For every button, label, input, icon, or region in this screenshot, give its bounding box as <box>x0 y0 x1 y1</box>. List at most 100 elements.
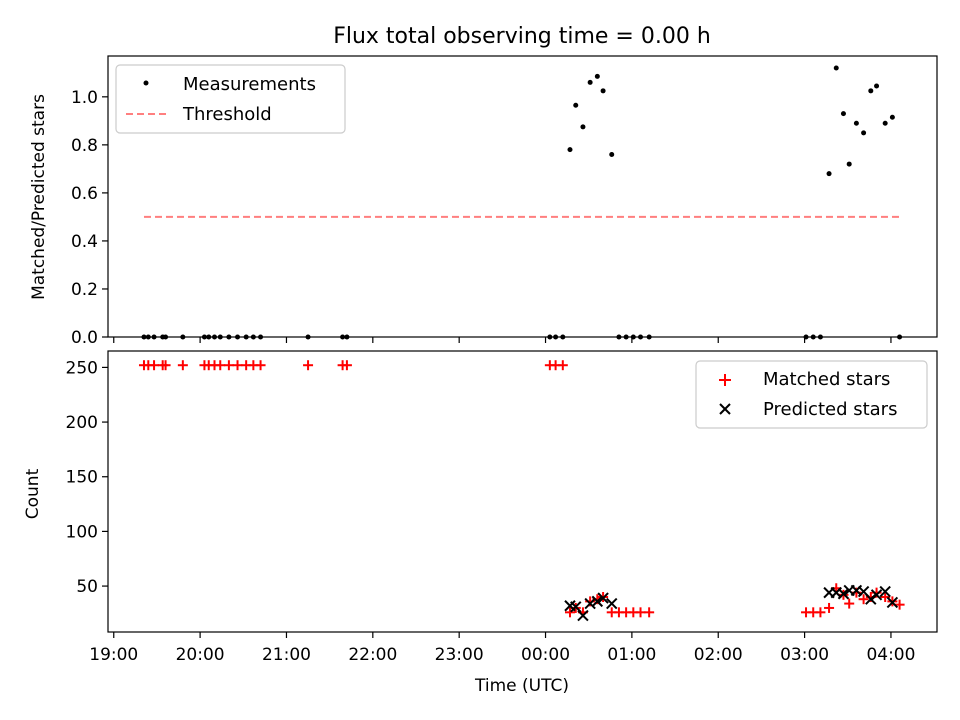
x-tick-label: 20:00 <box>176 645 225 665</box>
legend-threshold-label: Threshold <box>182 104 272 125</box>
matched-star-point <box>149 360 160 371</box>
x-tick-label: 22:00 <box>348 645 397 665</box>
y-tick-label: 50 <box>76 577 98 597</box>
y-tick-label: 0.2 <box>71 280 98 300</box>
counts-plot-frame <box>107 350 938 633</box>
x-stroke-b <box>837 588 850 600</box>
predicted-star-point <box>879 585 891 598</box>
matched-star-point <box>223 360 234 371</box>
x-tick-label: 03:00 <box>780 645 829 665</box>
measurement-point <box>861 130 867 136</box>
measurement-point <box>587 79 593 85</box>
measurement-point <box>600 88 606 94</box>
x-stroke-b <box>870 589 883 601</box>
counts-x-ticks: 19:00 20:00 21:00 22:00 23:00 00:00 01:00 02:00… <box>89 632 915 665</box>
matched-star-point <box>564 607 575 618</box>
predicted-star-point <box>584 597 596 610</box>
measurement-point <box>826 171 832 177</box>
x-stroke-b <box>564 600 576 612</box>
matched-star-point <box>880 592 891 603</box>
y-tick-label: 100 <box>66 522 98 542</box>
matched-star-point <box>341 360 352 371</box>
ratio-legend-box <box>115 64 346 134</box>
measurement-point <box>573 102 579 108</box>
measurement-point <box>874 83 880 89</box>
ratio-legend: Measurements Threshold <box>115 64 346 134</box>
measurement-point <box>833 65 839 71</box>
x-tick-label: 02:00 <box>694 645 743 665</box>
matched-star-point <box>844 598 855 609</box>
measurement-point <box>882 120 888 126</box>
legend-matched-marker <box>719 374 731 386</box>
x-tick-label: 01:00 <box>607 645 656 665</box>
legend-predicted-label: Predicted stars <box>763 399 897 420</box>
matched-star-point <box>557 360 568 371</box>
predicted-star-point <box>591 595 604 608</box>
measurement-point <box>580 124 586 130</box>
x-stroke-b <box>886 596 899 609</box>
matched-star-point <box>215 360 226 371</box>
measurement-point <box>853 120 859 126</box>
x-tick-label: 23:00 <box>435 645 484 665</box>
matched-star-point <box>232 360 243 371</box>
y-tick-label: 150 <box>66 468 98 488</box>
counts-panel: 50 100 150 200 250 19:00 20:00 21:00 22:00 23:00… <box>23 350 938 665</box>
x-stroke-b <box>577 609 589 622</box>
y-tick-label: 250 <box>66 358 98 378</box>
x-tick-label: 21:00 <box>262 645 311 665</box>
matched-star-point <box>635 607 646 618</box>
legend-measurements-marker <box>143 80 149 86</box>
y-tick-label: 0.4 <box>71 232 98 252</box>
matched-star-point <box>824 602 835 613</box>
x-stroke-b <box>597 592 609 604</box>
ratio-y-axis-label: Matched/Predicted stars <box>29 94 49 300</box>
x-stroke-b <box>606 597 618 610</box>
y-tick-label: 1.0 <box>71 88 98 108</box>
predicted-star-point <box>837 588 850 600</box>
matched-star-point <box>160 360 171 371</box>
x-stroke-b <box>570 601 582 613</box>
y-tick-label: 0.0 <box>71 328 98 348</box>
legend-measurements-label: Measurements <box>183 74 316 95</box>
x-tick-label: 19:00 <box>89 645 138 665</box>
counts-series <box>138 360 905 622</box>
x-stroke-b <box>591 595 604 608</box>
predicted-star-point <box>886 596 899 609</box>
y-tick-label: 0.6 <box>71 184 98 204</box>
matched-star-point <box>644 607 655 618</box>
counts-y-axis-label: Count <box>23 468 43 519</box>
measurement-point <box>609 151 615 157</box>
measurement-point <box>840 111 846 117</box>
measurement-point <box>567 147 573 153</box>
matched-star-point <box>303 360 314 371</box>
predicted-star-point <box>570 601 582 613</box>
x-stroke-b <box>879 585 891 598</box>
x-stroke-b <box>857 585 870 598</box>
counts-legend: Matched stars Predicted stars <box>695 360 928 429</box>
measurement-point <box>868 88 874 94</box>
ratio-plot-frame <box>107 55 938 338</box>
matched-star-point <box>894 599 905 610</box>
predicted-star-point <box>577 609 589 622</box>
matched-star-point <box>815 607 826 618</box>
chart-title: Flux total observing time = 0.00 h <box>333 24 711 49</box>
x-stroke-b <box>584 597 596 610</box>
matched-star-point <box>255 360 266 371</box>
predicted-star-point <box>870 589 883 601</box>
legend-matched-label: Matched stars <box>763 369 890 390</box>
x-tick-label: 04:00 <box>866 645 915 665</box>
counts-legend-box <box>695 360 928 429</box>
matched-star-point <box>177 360 188 371</box>
ratio-panel: 0.0 0.2 0.4 0.6 0.8 1.0 Matched/Predicted sta… <box>29 55 938 348</box>
x-axis-label: Time (UTC) <box>474 676 569 696</box>
measurement-point <box>594 73 600 79</box>
ratio-y-ticks: 0.0 0.2 0.4 0.6 0.8 1.0 <box>71 88 108 348</box>
legend-predicted-marker <box>719 403 731 415</box>
measurement-point <box>846 161 852 167</box>
matched-star-point <box>858 594 869 605</box>
x-tick-label: 00:00 <box>521 645 570 665</box>
y-tick-label: 0.8 <box>71 136 98 156</box>
measurement-point <box>889 114 895 120</box>
y-tick-label: 200 <box>66 413 98 433</box>
